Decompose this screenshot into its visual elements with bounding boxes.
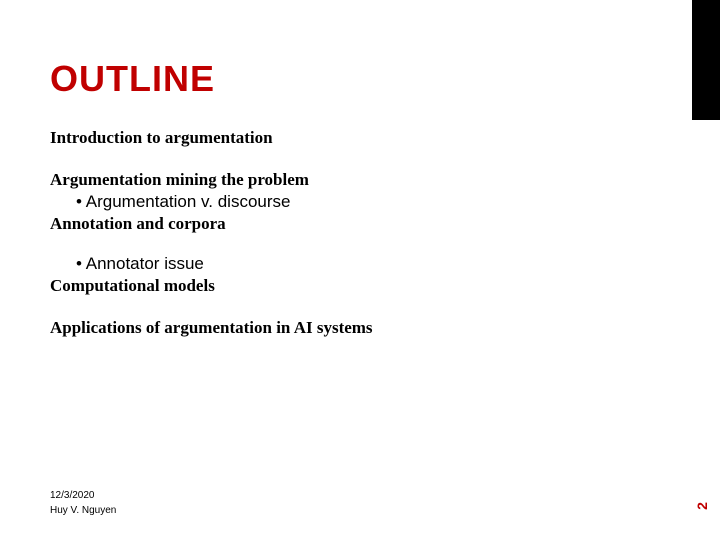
bullet-text: Argumentation v. discourse: [86, 192, 291, 211]
footer-date: 12/3/2020: [50, 490, 116, 501]
section-heading: Argumentation mining the problem: [50, 170, 670, 190]
section-heading: Applications of argumentation in AI syst…: [50, 318, 670, 338]
bullet-item: • Annotator issue: [76, 254, 670, 274]
bullet-text: Annotator issue: [86, 254, 204, 273]
section-heading: Introduction to argumentation: [50, 128, 670, 148]
slide-footer: 12/3/2020 Huy V. Nguyen: [50, 490, 116, 516]
page-number: 2: [694, 502, 710, 510]
section-group: • Argumentation v. discourse Annotation …: [50, 192, 670, 234]
section-heading: Annotation and corpora: [50, 214, 670, 234]
footer-author: Huy V. Nguyen: [50, 505, 116, 516]
section-heading: Computational models: [50, 276, 670, 296]
slide: OUTLINE Introduction to argumentation Ar…: [0, 0, 720, 540]
section-group: • Annotator issue Computational models: [50, 254, 670, 296]
bullet-item: • Argumentation v. discourse: [76, 192, 670, 212]
top-stripe-decor: [692, 0, 720, 120]
slide-title: OUTLINE: [50, 58, 670, 100]
